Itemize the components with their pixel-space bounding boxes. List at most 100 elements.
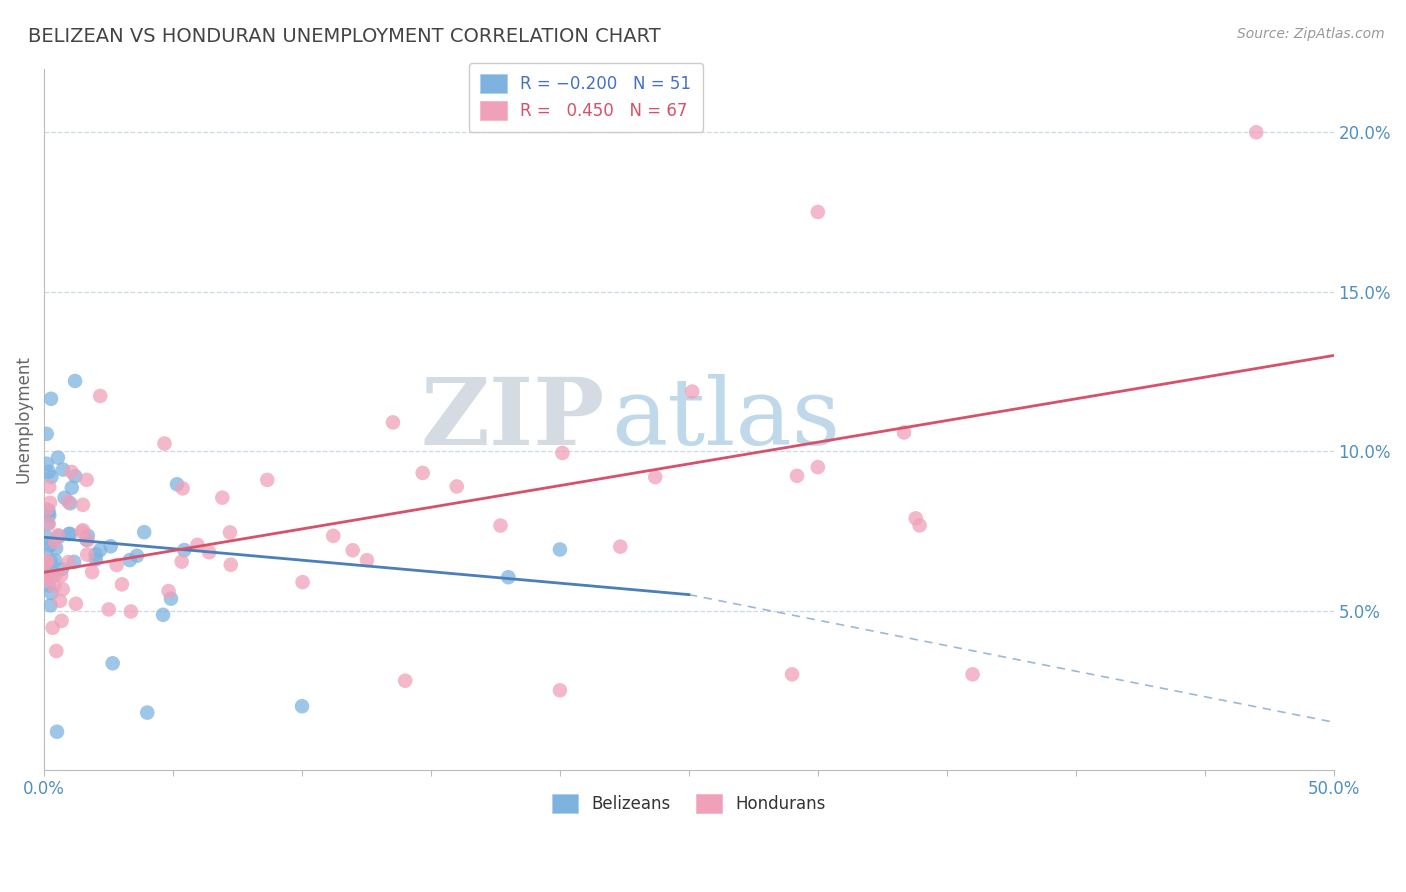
Point [35,573,58,587]
Point [75,533,97,547]
Point [60,481,83,495]
Point [356,553,378,567]
Point [52,582,75,597]
Point [84,547,107,561]
Point [45,541,67,556]
Point [58,494,80,508]
Point [381,416,404,430]
Point [39,496,62,510]
Point [342,543,364,558]
Point [807,205,830,219]
Point [46,724,69,739]
Point [60,465,83,479]
Point [45,644,67,658]
Point [446,479,468,493]
Point [394,673,416,688]
Point [101,657,124,671]
Point [70,524,93,539]
Point [49,594,72,608]
Point [41,586,63,600]
Point [153,436,176,450]
Text: BELIZEAN VS HONDURAN UNEMPLOYMENT CORRELATION CHART: BELIZEAN VS HONDURAN UNEMPLOYMENT CORREL… [28,27,661,45]
Point [412,466,434,480]
Point [38,480,60,494]
Point [46,528,69,542]
Point [37,565,59,579]
Point [291,575,314,590]
Point [170,555,193,569]
Point [89,543,111,558]
Point [38,508,60,523]
Point [37,516,59,531]
Point [35,554,58,568]
Point [51,562,73,576]
Point [37,507,59,521]
Point [52,462,75,476]
Point [82,565,104,579]
Point [1246,125,1268,139]
Point [198,545,221,559]
Point [211,491,233,505]
Point [84,552,107,566]
Point [160,591,183,606]
Point [38,578,60,592]
Point [322,529,344,543]
Point [39,599,62,613]
Point [39,554,62,568]
Point [63,555,86,569]
Point [152,607,174,622]
Point [134,525,156,540]
Point [786,468,808,483]
Point [962,667,984,681]
Point [38,465,60,479]
Point [97,602,120,616]
Point [136,706,159,720]
Point [219,525,242,540]
Point [35,457,58,471]
Point [157,584,180,599]
Point [35,502,58,516]
Point [53,491,76,505]
Point [35,426,58,441]
Point [498,570,520,584]
Point [219,558,242,572]
Point [105,558,128,572]
Text: atlas: atlas [612,375,841,464]
Point [125,549,148,563]
Text: Source: ZipAtlas.com: Source: ZipAtlas.com [1237,27,1385,41]
Point [166,477,188,491]
Point [37,503,59,517]
Point [49,568,72,582]
Point [44,553,66,567]
Point [59,496,82,510]
Point [908,518,931,533]
Point [58,527,80,541]
Point [41,470,63,484]
Point [89,389,111,403]
Point [548,542,571,557]
Point [37,541,59,556]
Point [58,555,80,569]
Point [291,699,314,714]
Point [76,533,98,548]
Point [172,482,194,496]
Point [548,683,571,698]
Point [44,569,66,583]
Point [256,473,278,487]
Point [118,553,141,567]
Point [76,473,98,487]
Point [44,535,66,549]
Y-axis label: Unemployment: Unemployment [15,355,32,483]
Point [39,538,62,552]
Point [51,614,73,628]
Point [65,469,87,483]
Point [72,498,94,512]
Point [59,527,82,541]
Point [35,556,58,570]
Point [46,450,69,465]
Point [111,577,134,591]
Point [63,374,86,388]
Point [38,516,60,531]
Point [41,621,63,635]
Text: ZIP: ZIP [420,375,605,464]
